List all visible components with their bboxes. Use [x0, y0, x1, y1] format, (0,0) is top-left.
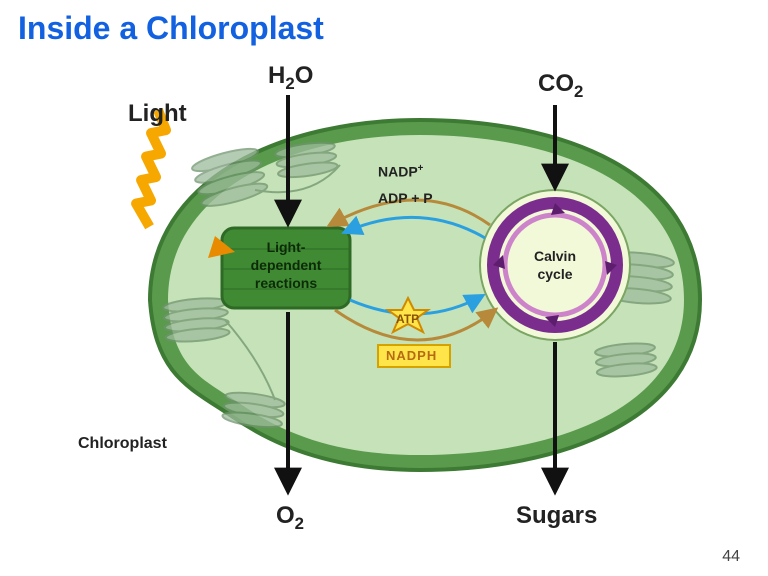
label-light: Light [128, 100, 187, 128]
label-sugars: Sugars [516, 502, 597, 530]
label-atp: ATP [396, 312, 419, 326]
label-adp-p: ADP + P [378, 190, 433, 206]
label-co2: CO2 [538, 70, 583, 102]
label-h2o: H2O [268, 62, 313, 94]
diagram-svg [0, 0, 768, 576]
label-chloroplast: Chloroplast [78, 435, 167, 453]
label-ldr: Light- dependent reactions [222, 238, 350, 293]
label-o2: O2 [276, 502, 304, 534]
label-nadp: NADP+ [378, 163, 423, 180]
label-nadph: NADPH [386, 348, 437, 363]
page-number: 44 [722, 548, 740, 566]
label-calvin: Calvin cycle [520, 247, 590, 283]
